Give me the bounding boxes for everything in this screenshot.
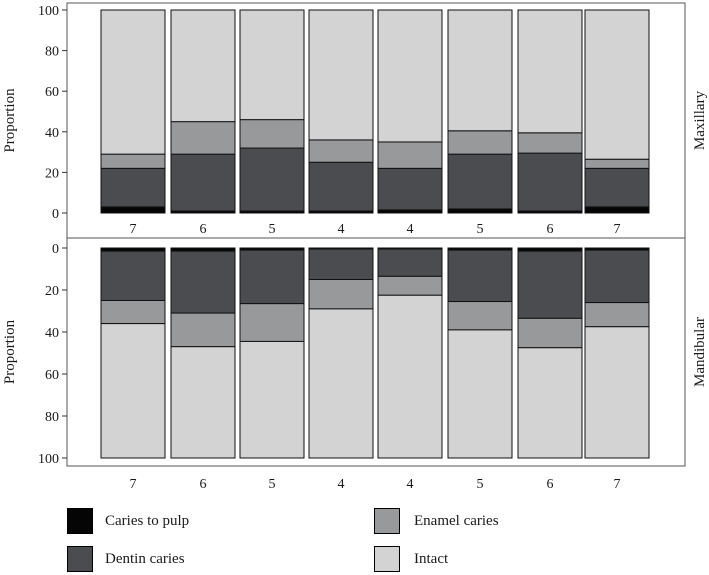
- bar-maxillary-5-intact: [447, 9, 513, 132]
- bar-mandibular-7-intact: [584, 326, 650, 459]
- bar-mandibular-4-enamel-caries: [377, 275, 443, 296]
- y-tick-label-mandibular-0: 0: [52, 242, 59, 257]
- legend-label-intact: Intact: [414, 551, 449, 567]
- bar-maxillary-3-dentin-caries: [308, 161, 374, 212]
- panel-frame-mandibular: [66, 237, 686, 467]
- legend-label-caries-to-pulp: Caries to pulp: [105, 513, 190, 529]
- bar-maxillary-4-dentin-caries: [377, 167, 443, 211]
- bar-mandibular-5-dentin-caries: [447, 249, 513, 303]
- bar-maxillary-0-caries-to-pulp: [100, 206, 166, 214]
- y-axis-label-maxillary: Proportion: [2, 88, 18, 153]
- y-tick-label-maxillary-40: 40: [45, 126, 59, 141]
- bar-maxillary-3-enamel-caries: [308, 139, 374, 163]
- bar-maxillary-2-dentin-caries: [239, 147, 305, 212]
- y-tick-label-maxillary-100: 100: [38, 4, 59, 19]
- bar-mandibular-3-intact: [308, 308, 374, 459]
- bar-mandibular-4-dentin-caries: [377, 248, 443, 277]
- panel-label-mandibular: Mandibular: [692, 317, 708, 387]
- bar-maxillary-2-intact: [239, 9, 305, 121]
- x-tick-label-mandibular-6: 6: [547, 477, 554, 492]
- legend-swatch-enamel-caries: [374, 508, 400, 534]
- bar-maxillary-0-intact: [100, 9, 166, 155]
- x-tick-label-mandibular-0: 7: [130, 477, 137, 492]
- bar-mandibular-6-intact: [517, 347, 583, 459]
- bar-maxillary-2-enamel-caries: [239, 119, 305, 149]
- y-tick-label-maxillary-0: 0: [52, 207, 59, 222]
- legend-label-enamel-caries: Enamel caries: [414, 513, 499, 529]
- bar-mandibular-7-dentin-caries: [584, 249, 650, 304]
- bar-maxillary-6-dentin-caries: [517, 152, 583, 212]
- x-tick-label-mandibular-5: 5: [477, 477, 484, 492]
- bar-mandibular-1-dentin-caries: [170, 250, 236, 314]
- bar-maxillary-5-dentin-caries: [447, 153, 513, 210]
- bar-maxillary-7-enamel-caries: [584, 158, 650, 169]
- bar-maxillary-5-caries-to-pulp: [447, 208, 513, 214]
- bar-maxillary-4-enamel-caries: [377, 141, 443, 169]
- bar-maxillary-4-intact: [377, 9, 443, 143]
- bar-mandibular-0-intact: [100, 323, 166, 459]
- bar-mandibular-1-intact: [170, 346, 236, 459]
- bar-maxillary-7-intact: [584, 9, 650, 160]
- x-tick-label-maxillary-7: 7: [614, 222, 621, 237]
- legend-swatch-intact: [374, 546, 400, 572]
- bar-mandibular-1-enamel-caries: [170, 312, 236, 348]
- y-tick-label-mandibular-80: 80: [45, 410, 59, 425]
- bar-mandibular-6-dentin-caries: [517, 250, 583, 319]
- bar-mandibular-2-intact: [239, 340, 305, 459]
- bar-mandibular-6-enamel-caries: [517, 317, 583, 349]
- bar-mandibular-7-enamel-caries: [584, 302, 650, 328]
- legend-label-dentin-caries: Dentin caries: [105, 551, 185, 567]
- bar-mandibular-3-enamel-caries: [308, 279, 374, 310]
- bar-mandibular-4-intact: [377, 294, 443, 459]
- bar-mandibular-5-enamel-caries: [447, 301, 513, 331]
- x-tick-label-maxillary-3: 4: [338, 222, 345, 237]
- legend-swatch-caries-to-pulp: [67, 508, 93, 534]
- x-tick-label-maxillary-0: 7: [130, 222, 137, 237]
- x-tick-label-maxillary-5: 5: [477, 222, 484, 237]
- panel-label-maxillary: Maxillary: [692, 90, 708, 150]
- bar-mandibular-2-enamel-caries: [239, 303, 305, 342]
- y-tick-label-mandibular-100: 100: [38, 452, 59, 467]
- legend-swatch-dentin-caries: [67, 546, 93, 572]
- bar-maxillary-1-dentin-caries: [170, 153, 236, 212]
- x-tick-label-mandibular-4: 4: [407, 477, 414, 492]
- y-tick-label-maxillary-80: 80: [45, 45, 59, 60]
- x-tick-label-maxillary-1: 6: [200, 222, 207, 237]
- bar-maxillary-0-dentin-caries: [100, 167, 166, 208]
- bar-maxillary-0-enamel-caries: [100, 153, 166, 169]
- y-tick-label-mandibular-60: 60: [45, 368, 59, 383]
- bar-maxillary-7-caries-to-pulp: [584, 206, 650, 214]
- x-tick-label-maxillary-2: 5: [269, 222, 276, 237]
- x-tick-label-mandibular-2: 5: [269, 477, 276, 492]
- y-tick-label-maxillary-60: 60: [45, 85, 59, 100]
- chart-svg: 0 20 40 60 80 100 7 6 5 4 4 5 6 7 Proportion Maxillary 0…: [2, 2, 708, 492]
- bar-maxillary-3-intact: [308, 9, 374, 141]
- y-tick-label-maxillary-20: 20: [45, 166, 59, 181]
- x-tick-label-mandibular-1: 6: [200, 477, 207, 492]
- bar-mandibular-0-enamel-caries: [100, 300, 166, 325]
- x-tick-label-mandibular-3: 4: [338, 477, 345, 492]
- x-tick-label-maxillary-4: 4: [407, 222, 414, 237]
- bar-maxillary-5-enamel-caries: [447, 130, 513, 155]
- bar-maxillary-1-enamel-caries: [170, 121, 236, 155]
- bar-mandibular-3-dentin-caries: [308, 248, 374, 281]
- y-tick-label-mandibular-40: 40: [45, 326, 59, 341]
- y-tick-label-mandibular-20: 20: [45, 284, 59, 299]
- x-tick-label-maxillary-6: 6: [547, 222, 554, 237]
- bar-maxillary-1-intact: [170, 9, 236, 123]
- bar-mandibular-0-dentin-caries: [100, 250, 166, 301]
- x-tick-label-mandibular-7: 7: [614, 477, 621, 492]
- bar-maxillary-6-enamel-caries: [517, 132, 583, 154]
- bar-mandibular-2-dentin-caries: [239, 249, 305, 305]
- bar-maxillary-6-intact: [517, 9, 583, 134]
- y-axis-label-mandibular: Proportion: [2, 319, 18, 384]
- bar-maxillary-7-dentin-caries: [584, 167, 650, 208]
- bar-mandibular-5-intact: [447, 329, 513, 459]
